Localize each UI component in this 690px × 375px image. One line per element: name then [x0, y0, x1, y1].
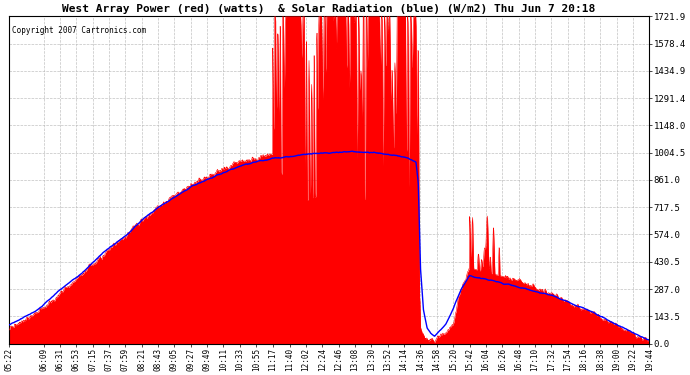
Title: West Array Power (red) (watts)  & Solar Radiation (blue) (W/m2) Thu Jun 7 20:18: West Array Power (red) (watts) & Solar R…: [62, 4, 595, 14]
Text: Copyright 2007 Cartronics.com: Copyright 2007 Cartronics.com: [12, 26, 146, 35]
